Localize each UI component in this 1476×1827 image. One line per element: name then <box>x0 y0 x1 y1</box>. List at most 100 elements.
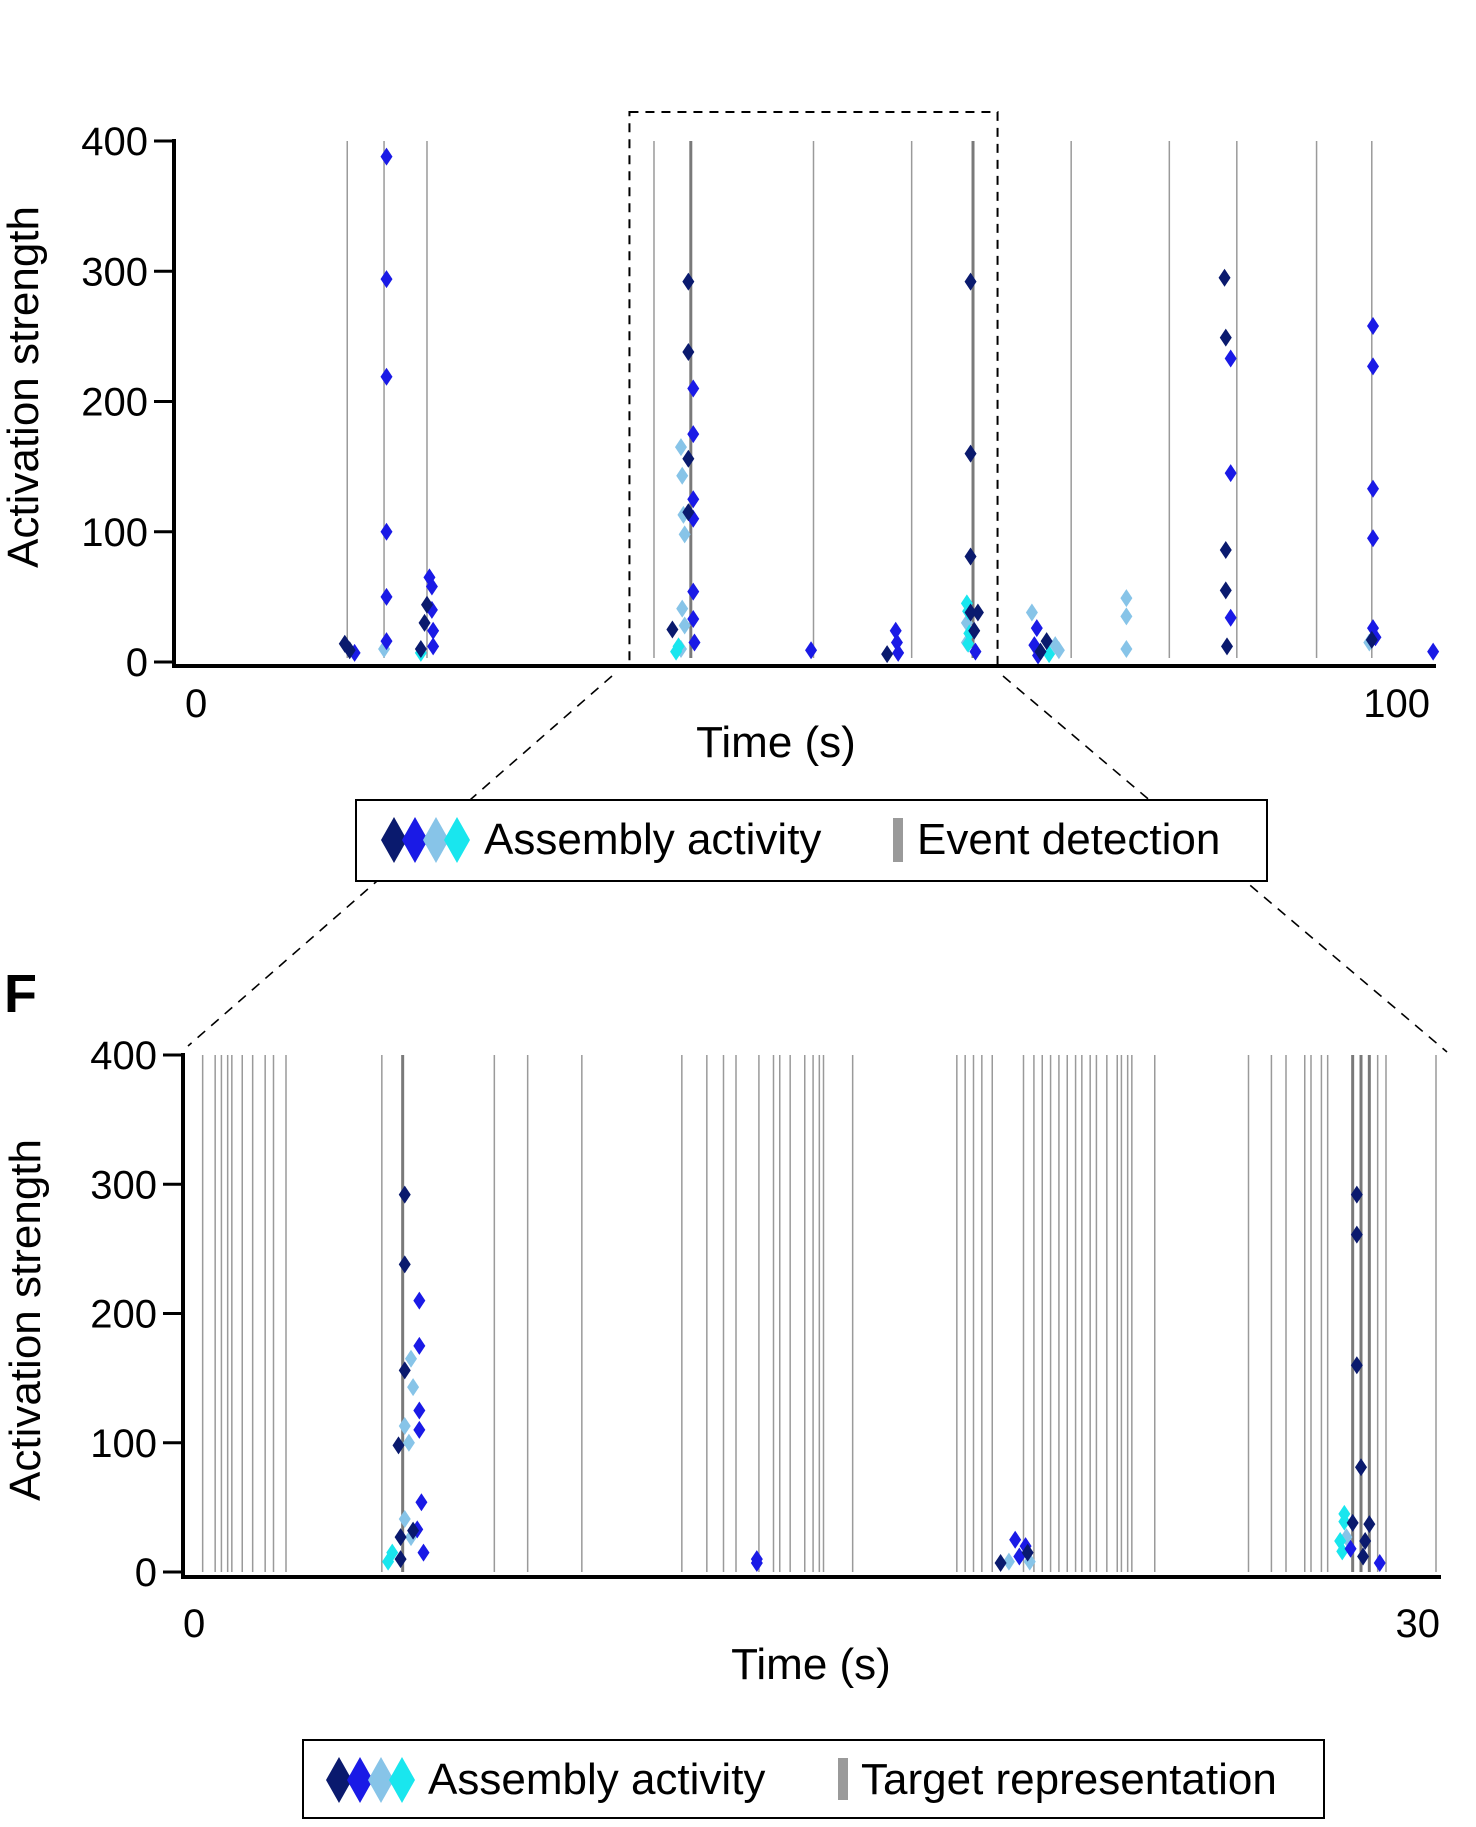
assembly-2-point <box>427 637 440 656</box>
legend-diamond-icon <box>402 817 428 863</box>
assembly-2-point <box>687 490 700 509</box>
assembly-1-point <box>964 272 977 291</box>
assembly-2-point <box>425 577 438 596</box>
assembly-3-point <box>1120 607 1133 626</box>
assembly-1-point <box>666 620 679 639</box>
assembly-1-point <box>682 503 695 522</box>
overview-y-axis-title: Activation strength <box>0 206 48 568</box>
assembly-1-point <box>1021 1543 1034 1562</box>
assembly-4-point <box>1043 645 1056 664</box>
x-tick-label: 30 <box>1396 1602 1441 1646</box>
y-tick-label: 100 <box>81 511 148 555</box>
assembly-3-point <box>1120 639 1133 658</box>
assembly-1-point <box>968 621 981 640</box>
assembly-1-point <box>1218 268 1231 287</box>
assembly-1-point <box>964 547 977 566</box>
assembly-2-point <box>413 1291 426 1310</box>
overview-legend-diamond-icons <box>381 817 470 863</box>
x-tick-label: 0 <box>183 1602 205 1646</box>
legend-diamond-icon <box>347 1757 373 1803</box>
assembly-2-point <box>380 522 393 541</box>
assembly-3-point <box>674 438 687 457</box>
assembly-2-point <box>380 632 393 651</box>
assembly-1-point <box>343 641 356 660</box>
legend-assembly-activity-label: Assembly activity <box>484 815 821 864</box>
assembly-1-point <box>994 1553 1007 1572</box>
assembly-1-point <box>1350 1225 1363 1244</box>
zoom-y-axis-title: Activation strength <box>1 1139 50 1501</box>
overview-legend: Assembly activity Event detection <box>355 799 1268 882</box>
assembly-4-point <box>672 637 685 656</box>
y-tick-label: 400 <box>81 120 148 164</box>
y-tick-label: 300 <box>81 250 148 294</box>
assembly-1-point <box>414 639 427 658</box>
assembly-2-point <box>892 643 905 662</box>
assembly-2-point <box>688 633 701 652</box>
zoom-legend-diamond-icons <box>326 1757 415 1803</box>
assembly-1-point <box>1040 632 1053 651</box>
assembly-1-point <box>1363 1515 1376 1534</box>
assembly-3-point <box>676 466 689 485</box>
y-tick-label: 200 <box>90 1293 157 1337</box>
assembly-2-point <box>413 1336 426 1355</box>
assembly-1-point <box>964 444 977 463</box>
assembly-2-point <box>1344 1539 1357 1558</box>
assembly-1-point <box>964 603 977 622</box>
legend-diamond-icon <box>389 1757 415 1803</box>
legend-target-representation-label: Target representation <box>861 1755 1277 1804</box>
assembly-2-point <box>380 587 393 606</box>
zoom-legend: Assembly activity Target representation <box>302 1739 1325 1819</box>
assembly-3-point <box>678 616 691 635</box>
assembly-1-point <box>1219 581 1232 600</box>
zoom-legend-box <box>302 1739 1325 1819</box>
assembly-2-point <box>805 641 818 660</box>
assembly-1-point <box>398 1255 411 1274</box>
assembly-1-point <box>418 613 431 632</box>
overview-x-axis-title: Time (s) <box>696 718 856 767</box>
assembly-1-point <box>971 603 984 622</box>
assembly-3-point <box>402 1433 415 1452</box>
assembly-1-point <box>394 1550 407 1569</box>
assembly-1-point <box>1219 540 1232 559</box>
assembly-1-point <box>1357 1547 1370 1566</box>
y-tick-label: 0 <box>126 641 148 685</box>
assembly-1-point <box>420 595 433 614</box>
assembly-2-point <box>417 1543 430 1562</box>
zoom-assembly-activity-points <box>382 1185 1386 1572</box>
legend-diamond-icon <box>381 817 407 863</box>
assembly-2-point <box>1427 642 1440 661</box>
assembly-3-point <box>676 599 689 618</box>
assembly-2-point <box>687 582 700 601</box>
assembly-3-point <box>678 525 691 544</box>
zoom-chart: 0 100 200 300 400 0 30 Time (s) Activation str… <box>1 1034 1441 1689</box>
assembly-2-point <box>1224 608 1237 627</box>
assembly-2-point <box>1009 1530 1022 1549</box>
legend-event-detection-label: Event detection <box>917 815 1220 864</box>
legend-target-line-icon <box>838 1758 848 1800</box>
assembly-2-point <box>687 379 700 398</box>
assembly-2-point <box>380 147 393 166</box>
assembly-4-point <box>962 634 975 653</box>
assembly-1-point <box>1346 1513 1359 1532</box>
assembly-2-point <box>413 1401 426 1420</box>
assembly-4-point <box>386 1543 399 1562</box>
assembly-1-point <box>1355 1458 1367 1477</box>
assembly-1-point <box>682 343 695 362</box>
legend-assembly-activity-label: Assembly activity <box>428 1755 765 1804</box>
assembly-2-point <box>889 621 902 640</box>
assembly-2-point <box>750 1553 763 1572</box>
y-tick-label: 100 <box>90 1422 157 1466</box>
assembly-2-point <box>1373 1553 1386 1572</box>
assembly-2-point <box>380 270 393 289</box>
event-detection-lines <box>346 141 1373 658</box>
assembly-4-point <box>1338 1512 1351 1531</box>
assembly-2-point <box>1367 316 1380 335</box>
assembly-2-point <box>969 642 982 661</box>
assembly-2-point <box>1224 464 1237 483</box>
assembly-2-point <box>380 367 393 386</box>
assembly-activity-points <box>338 147 1440 665</box>
legend-event-line-icon <box>893 818 903 862</box>
assembly-2-point <box>1367 529 1380 548</box>
assembly-3-point <box>405 1349 417 1368</box>
assembly-2-point <box>1224 349 1237 368</box>
